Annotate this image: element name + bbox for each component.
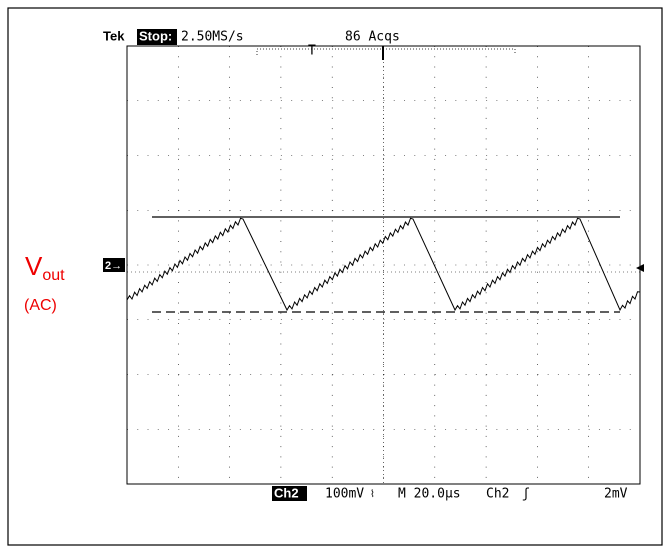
footer-channel: Ch2: [274, 485, 299, 500]
trigger-marker: T: [308, 44, 316, 59]
volts-per-div: 100mV: [325, 487, 364, 502]
coupling: (AC): [24, 297, 57, 314]
trigger-level: 2mV: [604, 487, 628, 502]
signal-main: V: [25, 251, 43, 281]
sample-rate: 2.50MS/s: [181, 30, 244, 45]
bandwidth-icon: ⌇: [370, 489, 375, 500]
channel-marker: 2→: [105, 260, 122, 272]
scope-screenshot: Tek Stop: 2.50MS/s 86 Acqs T 2→ Vout (AC…: [0, 0, 670, 553]
acquisitions: 86 Acqs: [345, 30, 400, 45]
brand: Tek: [103, 28, 125, 43]
signal-sub: out: [42, 267, 65, 284]
trigger-channel: Ch2: [486, 487, 509, 502]
trigger-slope: ʃ: [522, 487, 530, 502]
time-per-div: M 20.0µs: [398, 487, 461, 502]
frame: [8, 8, 662, 545]
state: Stop:: [139, 28, 172, 43]
